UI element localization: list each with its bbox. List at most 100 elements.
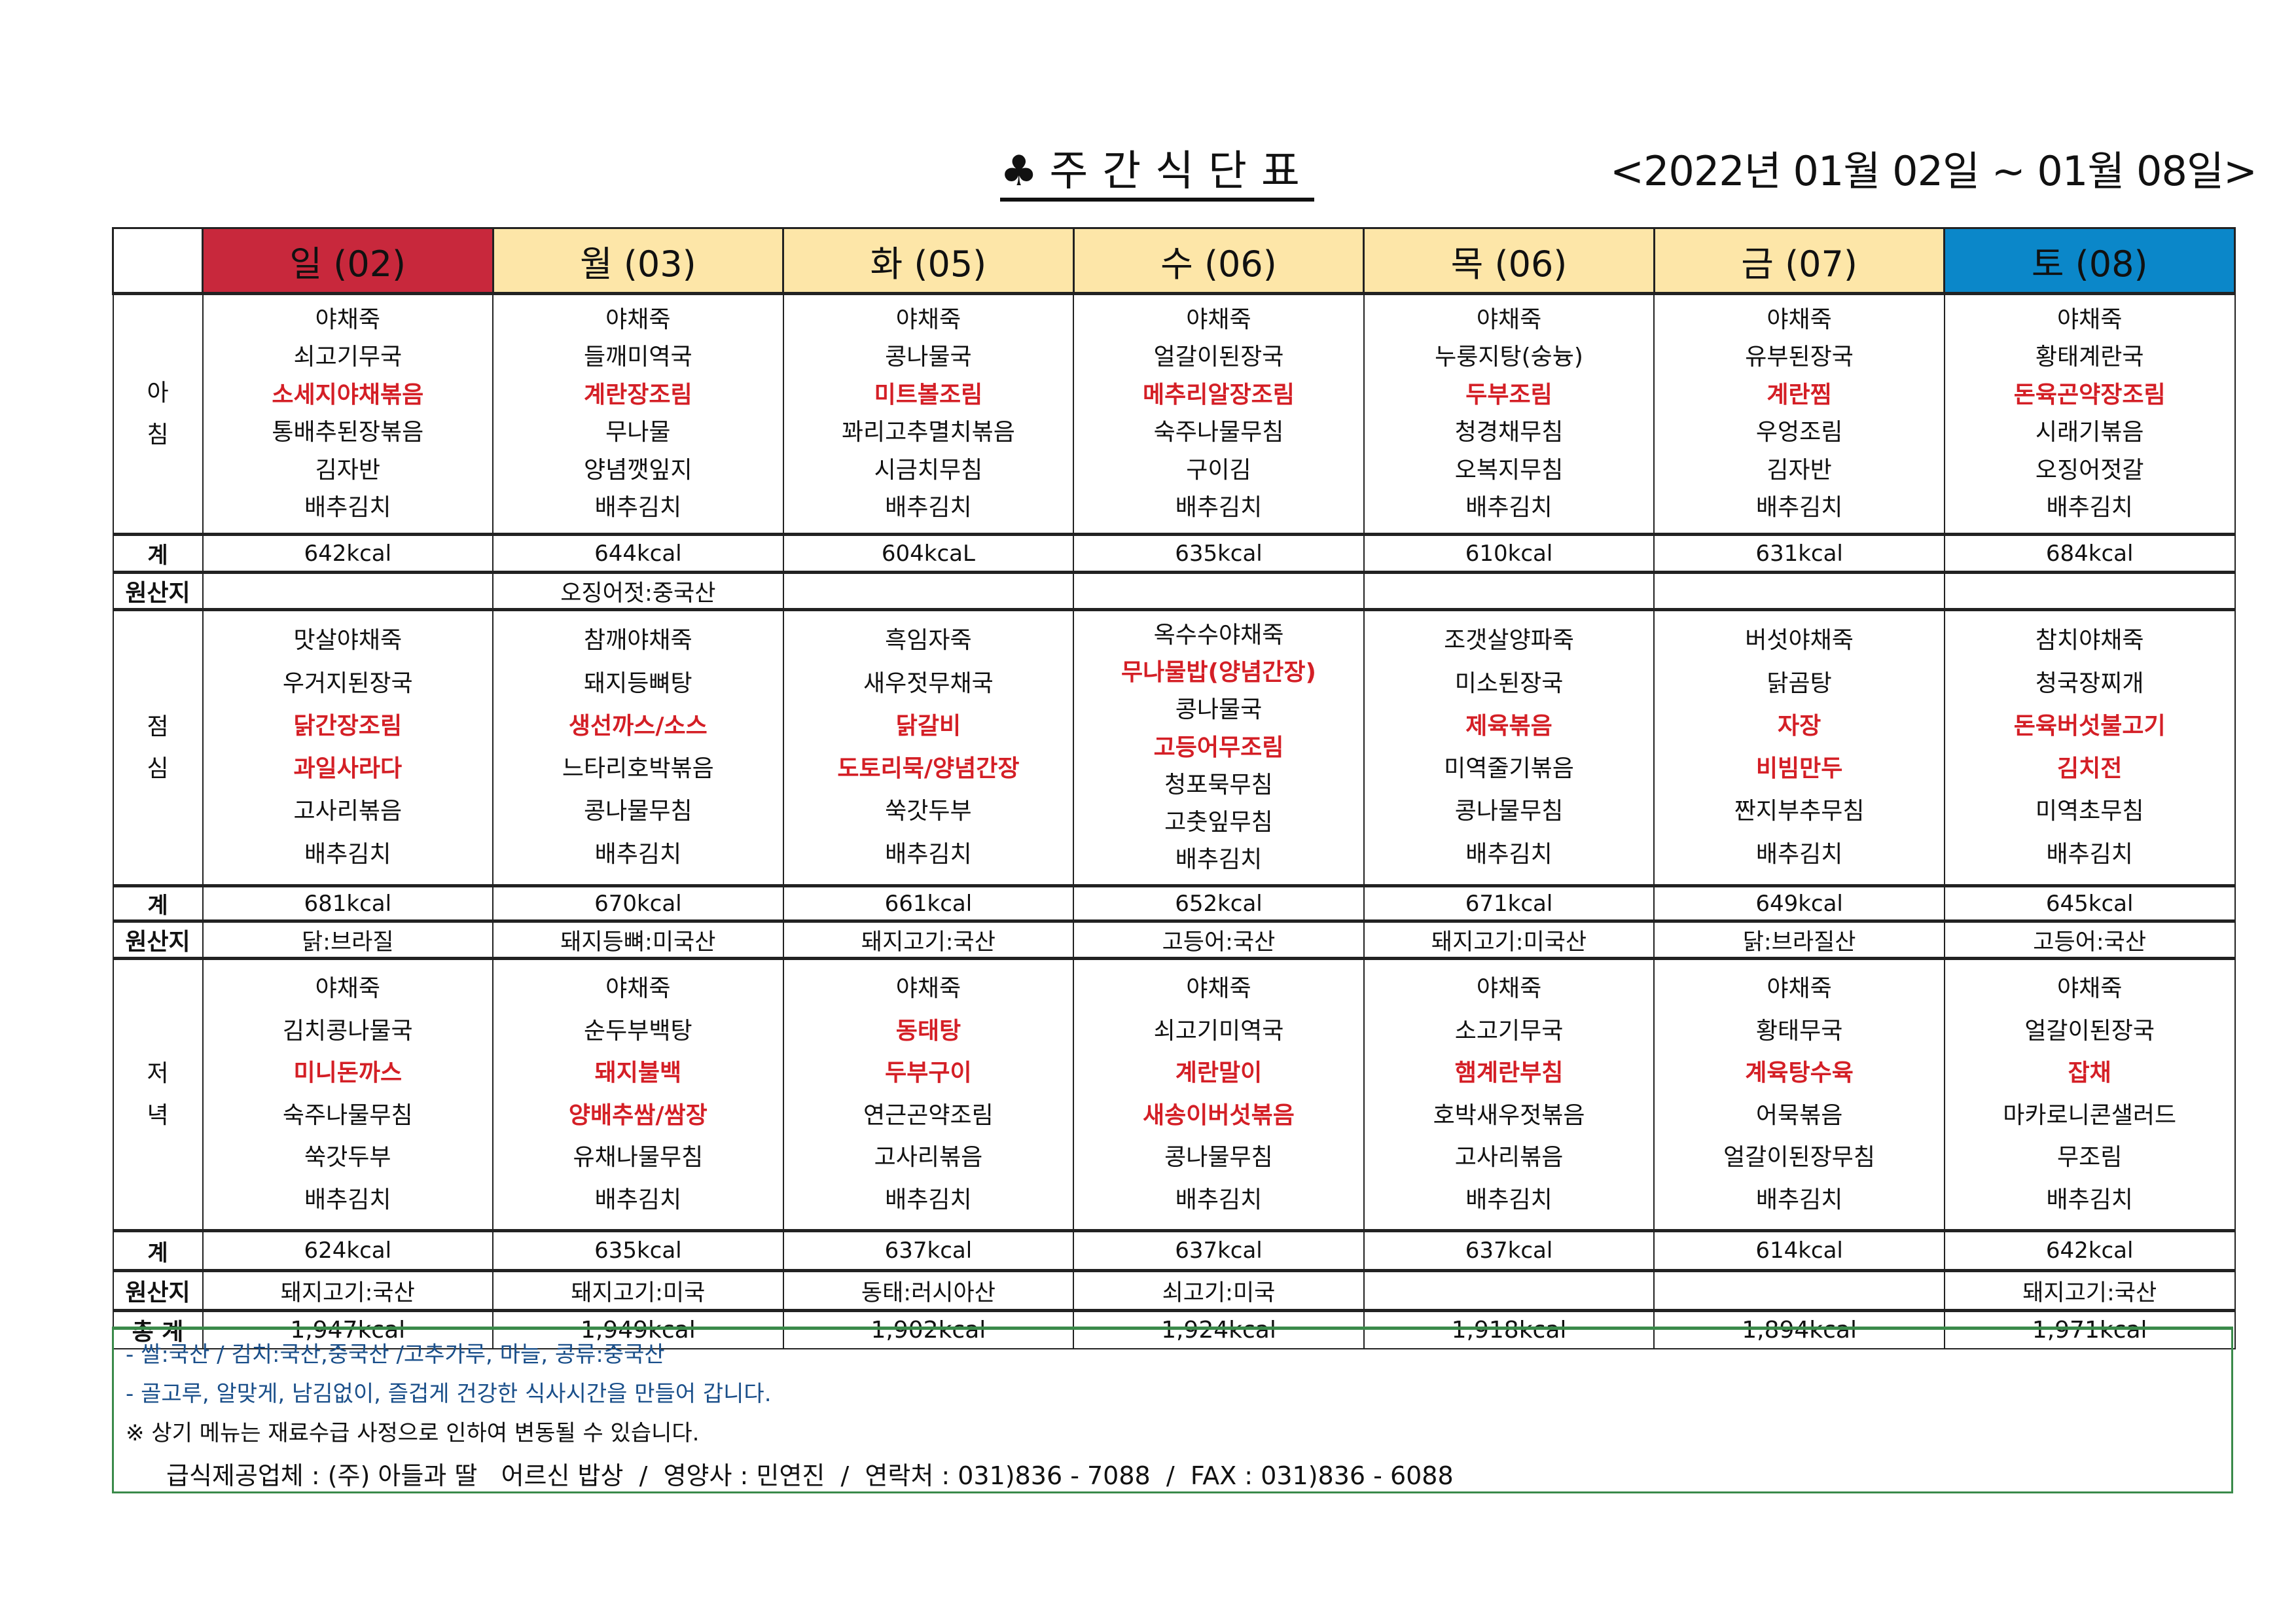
lunch-origin-cell: 고등어:국산: [1943, 919, 2236, 959]
menu-item: 배추김치: [1755, 840, 1843, 868]
dinner-row: 저 녁 야채죽 김치콩나물국 미니돈까스 숙주나물무침 쑥갓두부 배추김치 야채죽 순두부백탕 돼지…: [112, 957, 2236, 1232]
corner-cell: [112, 227, 204, 294]
dinner-origin-cell: 돼지고기:국산: [1943, 1269, 2236, 1311]
dinner-origin-cell: 돼지고기:미국: [492, 1269, 784, 1311]
menu-item: 청포묵무침: [1164, 771, 1273, 798]
menu-item: 배추김치: [885, 840, 972, 868]
menu-item: 유채나물무침: [573, 1144, 704, 1171]
menu-item: 자장: [1777, 712, 1821, 740]
breakfast-origin-cell: [1363, 571, 1655, 611]
breakfast-origin-cell: [1943, 571, 2236, 611]
menu-item: 김자반: [1767, 456, 1832, 484]
lunch-menu-cell: 참치야채죽 청국장찌개 돈육버섯불고기 김치전 미역초무침 배추김치: [1943, 608, 2236, 887]
menu-item: 야채죽: [315, 975, 380, 1003]
subtotal-label: 계: [112, 884, 204, 922]
menu-item: 계란말이: [1175, 1060, 1263, 1087]
menu-item: 도토리묵/양념간장: [837, 755, 1020, 783]
menu-item: 황태계란국: [2035, 344, 2144, 371]
breakfast-subtotal-cell: 684kcal: [1943, 533, 2236, 573]
day-header: 목 (06): [1363, 227, 1655, 294]
day-header: 화 (05): [782, 227, 1075, 294]
menu-item: 배추김치: [304, 494, 391, 522]
lunch-subtotal-cell: 652kcal: [1073, 884, 1365, 922]
breakfast-menu-cell: 야채죽 유부된장국 계란찜 우엉조림 김자반 배추김치: [1653, 292, 1945, 535]
day-header: 수 (06): [1072, 227, 1365, 294]
menu-item: 쑥갓두부: [304, 1144, 391, 1171]
menu-item: 메추리알장조림: [1143, 381, 1295, 408]
menu-item: 배추김치: [1465, 494, 1552, 522]
breakfast-menu-cell: 야채죽 누룽지탕(숭늉) 두부조림 청경채무침 오복지무침 배추김치: [1363, 292, 1655, 535]
dinner-subtotal-cell: 637kcal: [782, 1229, 1075, 1272]
breakfast-origin-row: 원산지 오징어젓:중국산: [112, 571, 2236, 611]
menu-item: 고사리볶음: [874, 1144, 983, 1171]
menu-item: 무나물: [605, 419, 671, 446]
menu-item: 김자반: [315, 456, 380, 484]
dinner-subtotal-cell: 637kcal: [1073, 1229, 1365, 1272]
dinner-subtotal-cell: 635kcal: [492, 1229, 784, 1272]
menu-item: 청국장찌개: [2035, 669, 2144, 697]
breakfast-origin-cell: [782, 571, 1075, 611]
origin-note: - 쌀:국산 / 김치:국산,중국산 /고추가루, 마늘, 콩류:중국산: [126, 1342, 665, 1368]
menu-item: 미소된장국: [1454, 669, 1564, 697]
menu-item: 오징어젓갈: [2035, 456, 2144, 484]
dinner-subtotal-cell: 624kcal: [202, 1229, 494, 1272]
menu-item: 닭갈비: [895, 712, 961, 740]
lunch-subtotal-cell: 681kcal: [202, 884, 494, 922]
menu-item: 황태무국: [1755, 1017, 1843, 1044]
dinner-subtotal-row: 계 624kcal 635kcal 637kcal 637kcal 637kcal 614k…: [112, 1229, 2236, 1272]
weekly-menu-table: 일 (02) 월 (03) 화 (05) 수 (06) 목 (06) 금 (07) 토 (0…: [112, 227, 2236, 1349]
menu-item: 야채죽: [315, 306, 380, 333]
menu-item: 연근곤약조림: [863, 1101, 994, 1129]
menu-item: 시금치무침: [874, 456, 983, 484]
menu-item: 두부구이: [885, 1060, 972, 1087]
dinner-menu-cell: 야채죽 김치콩나물국 미니돈까스 숙주나물무침 쑥갓두부 배추김치: [202, 957, 494, 1232]
menu-item: 배추김치: [594, 1186, 682, 1213]
breakfast-subtotal-cell: 642kcal: [202, 533, 494, 573]
menu-item: 참깨야채죽: [584, 627, 692, 654]
menu-item: 제육볶음: [1465, 712, 1552, 740]
breakfast-subtotal-row: 계 642kcal 644kcal 604kcaL 635kcal 610kcal 631k…: [112, 533, 2236, 573]
menu-item: 콩나물무침: [1454, 798, 1564, 825]
lunch-origin-cell: 돼지고기:국산: [782, 919, 1075, 959]
menu-item: 배추김치: [2046, 1186, 2133, 1213]
menu-item: 버섯야채죽: [1745, 627, 1854, 654]
menu-item: 얼갈이된장무침: [1723, 1144, 1876, 1171]
dinner-origin-cell: 동태:러시아산: [782, 1269, 1075, 1311]
lunch-origin-cell: 닭:브라질산: [1653, 919, 1945, 959]
menu-item: 배추김치: [304, 1186, 391, 1213]
menu-item: 배추김치: [1755, 1186, 1843, 1213]
menu-item: 조갯살양파죽: [1444, 627, 1574, 654]
menu-item: 콩나물국: [885, 344, 972, 371]
menu-item: 비빔만두: [1755, 755, 1843, 783]
menu-item: 흑임자죽: [885, 627, 972, 654]
menu-item: 들깨미역국: [584, 344, 692, 371]
lunch-menu-cell: 참깨야채죽 돼지등뼈탕 생선까스/소스 느타리호박볶음 콩나물무침 배추김치: [492, 608, 784, 887]
origin-label: 원산지: [112, 1269, 204, 1311]
menu-item: 미트볼조림: [874, 381, 983, 408]
meal-label-char: 심: [147, 755, 169, 782]
breakfast-origin-cell: 오징어젓:중국산: [492, 571, 784, 611]
menu-item: 계란찜: [1767, 381, 1832, 408]
menu-item: 계육탕수육: [1745, 1060, 1854, 1087]
menu-item: 새송이버섯볶음: [1143, 1101, 1295, 1129]
day-header: 일 (02): [202, 227, 494, 294]
dinner-origin-cell: 돼지고기:국산: [202, 1269, 494, 1311]
menu-item: 배추김치: [1465, 840, 1552, 868]
day-header: 금 (07): [1653, 227, 1946, 294]
lunch-menu-cell: 버섯야채죽 닭곰탕 자장 비빔만두 짠지부추무침 배추김치: [1653, 608, 1945, 887]
breakfast-subtotal-cell: 610kcal: [1363, 533, 1655, 573]
menu-item: 맛살야채죽: [293, 627, 403, 654]
menu-item: 콩나물국: [1175, 696, 1263, 724]
menu-item: 새우젓무채국: [863, 669, 994, 697]
dinner-subtotal-cell: 637kcal: [1363, 1229, 1655, 1272]
menu-item: 배추김치: [2046, 840, 2133, 868]
menu-item: 오복지무침: [1454, 456, 1564, 484]
menu-item: 두부조림: [1465, 381, 1552, 408]
menu-item: 쑥갓두부: [885, 798, 972, 825]
menu-item: 야채죽: [605, 975, 671, 1003]
menu-item: 돼지등뼈탕: [584, 669, 692, 697]
menu-item: 야채죽: [1476, 975, 1542, 1003]
lunch-subtotal-cell: 671kcal: [1363, 884, 1655, 922]
